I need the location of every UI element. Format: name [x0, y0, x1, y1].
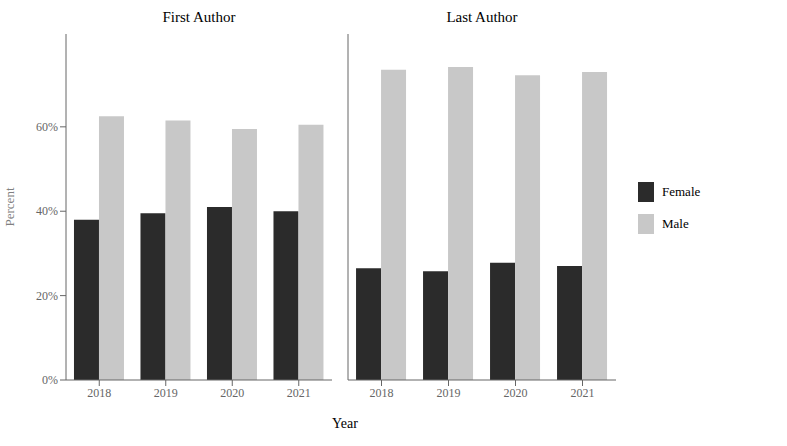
svg-text:40%: 40%: [36, 204, 58, 218]
svg-text:2019: 2019: [154, 386, 178, 400]
svg-text:60%: 60%: [36, 120, 58, 134]
svg-text:2018: 2018: [370, 386, 394, 400]
svg-text:Percent: Percent: [8, 187, 17, 226]
svg-text:2020: 2020: [220, 386, 244, 400]
svg-text:2021: 2021: [287, 386, 311, 400]
html-text:First Author: First Author: [162, 9, 236, 25]
svg-text:2019: 2019: [437, 386, 461, 400]
html-text:Year: Year: [332, 416, 358, 431]
html-text:Male: Male: [662, 216, 689, 231]
html-text:Female: Female: [662, 184, 701, 199]
svg-text:2020: 2020: [504, 386, 528, 400]
svg-text:0%: 0%: [42, 373, 58, 387]
svg-text:20%: 20%: [36, 289, 58, 303]
html-text:Last Author: Last Author: [446, 9, 518, 25]
svg-text:2018: 2018: [87, 386, 111, 400]
svg-text:2021: 2021: [571, 386, 595, 400]
